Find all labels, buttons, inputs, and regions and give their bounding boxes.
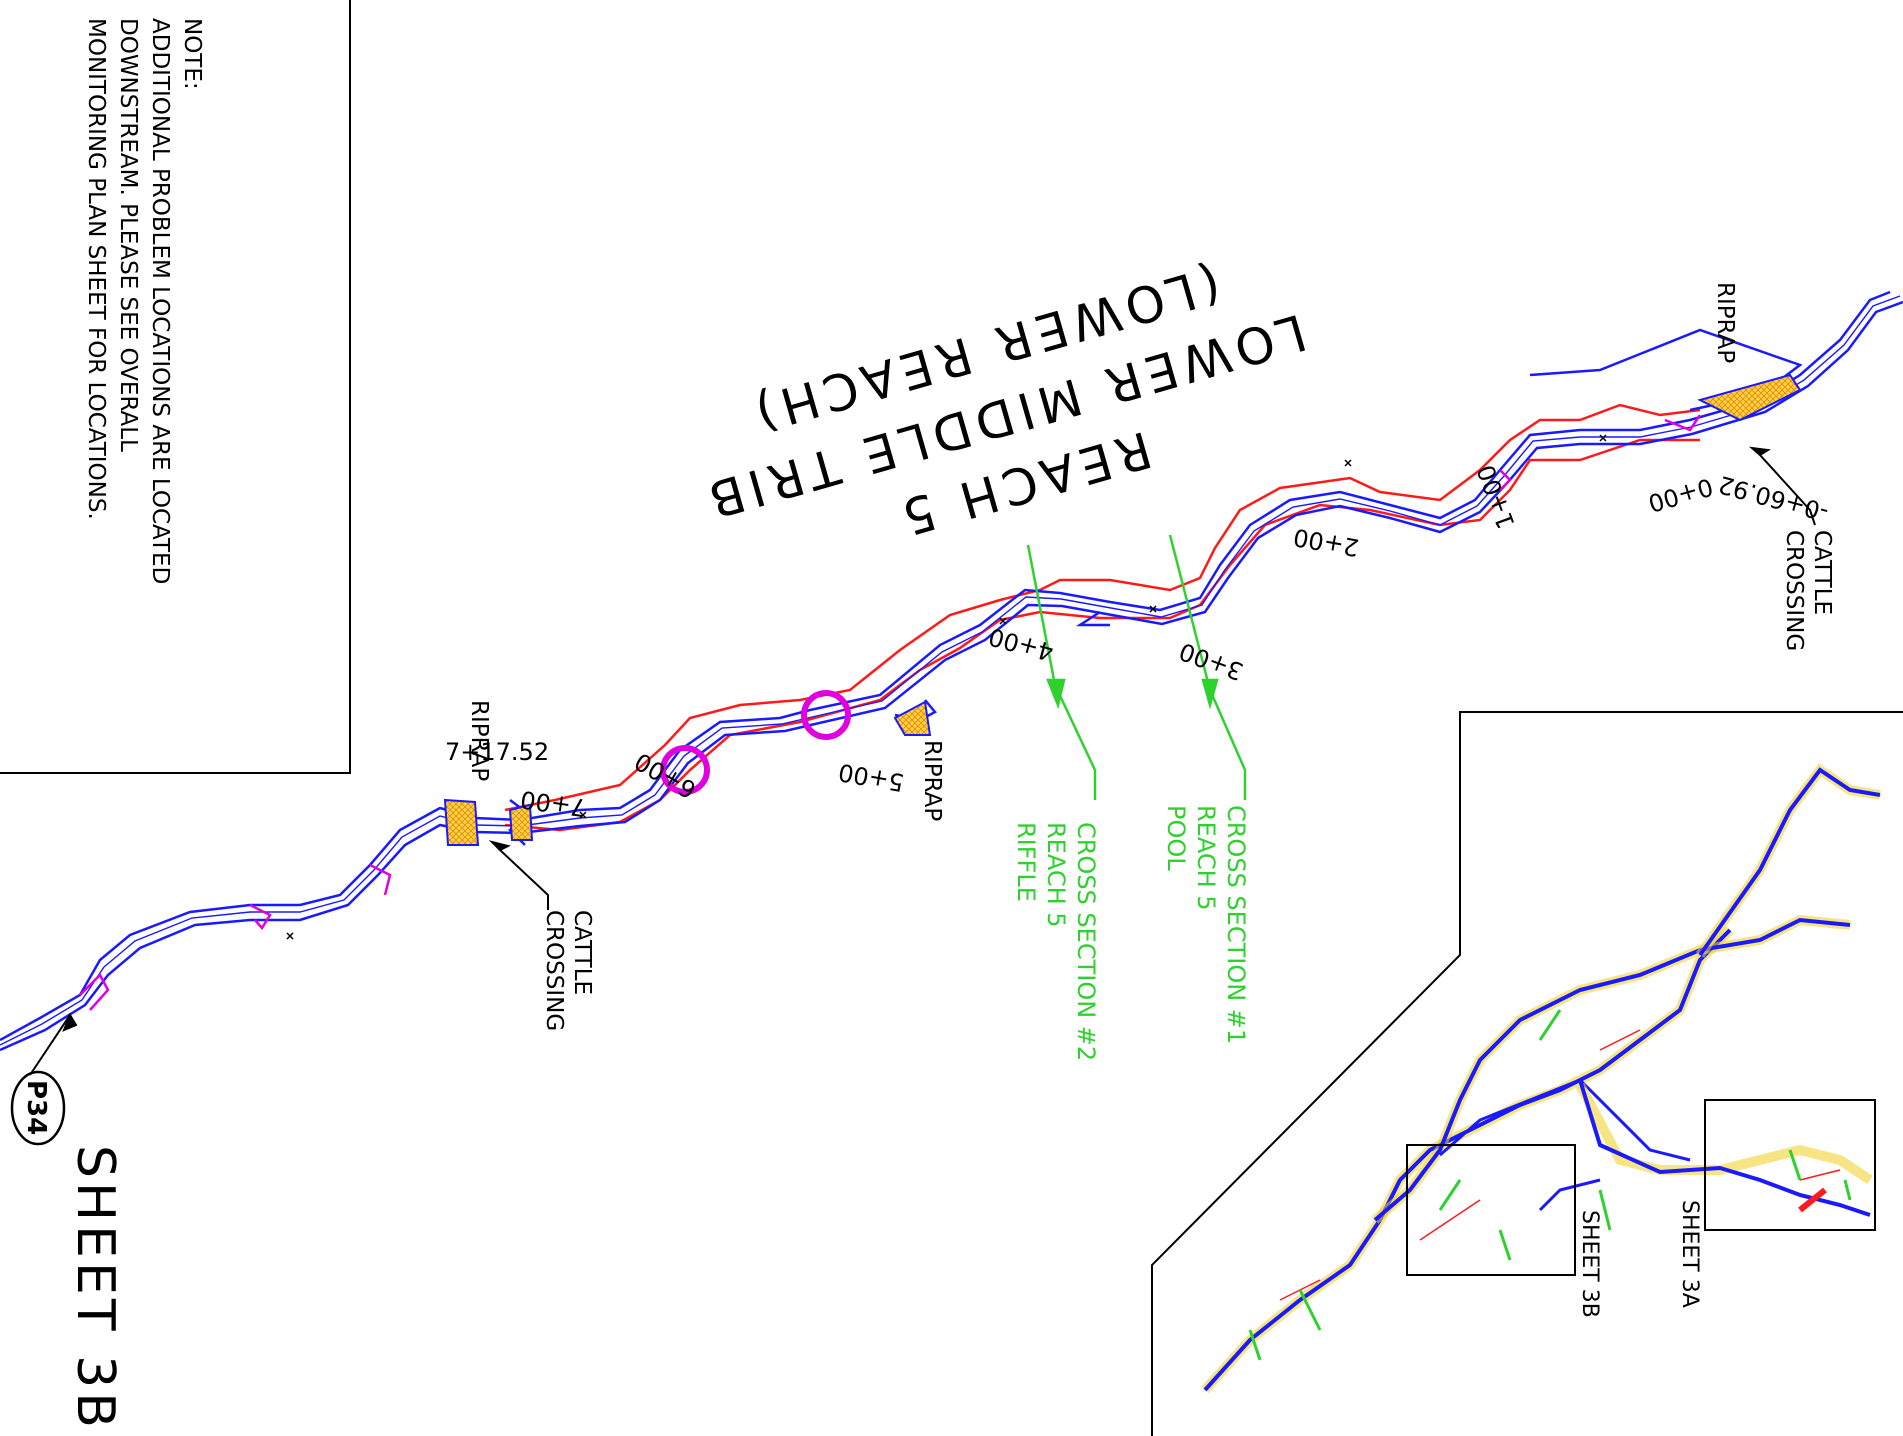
key-map-streams (1201, 763, 1881, 1394)
reach-title: REACH 5 LOWER MIDDLE TRIB (LOWER REACH) (697, 254, 1312, 547)
cattle-crossing-west-line-1: CATTLE (569, 910, 595, 995)
key-map-label-sheet-3b: SHEET 3B (1577, 1210, 1602, 1318)
key-map-box-sheet-3b (1406, 1144, 1576, 1276)
cross-section-1-line (1168, 534, 1247, 800)
key-map-label-sheet-3a: SHEET 3A (1677, 1200, 1702, 1308)
station-0: 0+00 (1645, 472, 1716, 517)
cross-section-1-line-2: REACH 5 (1192, 805, 1220, 911)
note-line-2: ADDITIONAL PROBLEM LOCATIONS ARE LOCATED (147, 18, 173, 584)
cross-section-2-line-1: CROSS SECTION #2 (1072, 822, 1100, 1061)
photo-point-label: P34 (21, 1080, 51, 1135)
key-map-box-sheet-3a (1704, 1099, 1876, 1231)
sheet-title: SHEET 3B (65, 1145, 125, 1432)
riprap-label-mid: RIPRAP (919, 740, 945, 821)
station-4: 4+00 (986, 622, 1057, 666)
cattle-crossing-west-line-2: CROSSING (541, 910, 567, 1031)
cattle-crossing-east-line-2: CROSSING (1781, 530, 1807, 651)
station-end: 7+17.52 (445, 738, 549, 766)
stream-channel (0, 290, 1903, 1052)
key-map-sheet-boxes (1406, 1099, 1876, 1276)
note-line-3: DOWNSTREAM. PLEASE SEE OVERALL (115, 18, 141, 452)
riprap-area-cattle-west (508, 803, 534, 841)
feature-labels: RIPRAP RIPRAP RIPRAP CATTLE CROSSING CAT… (466, 282, 1835, 1031)
note-line-4: MONITORING PLAN SHEET FOR LOCATIONS. (83, 18, 109, 520)
cross-section-2-line (1026, 544, 1097, 800)
riprap-label-east: RIPRAP (1712, 282, 1738, 363)
note-line-1: NOTE: (179, 18, 205, 90)
magenta-details (79, 414, 1702, 1011)
cross-section-1-line-3: POOL (1162, 805, 1190, 871)
station-5: 5+00 (836, 758, 906, 797)
problem-location-circle-1 (660, 745, 710, 795)
cattle-crossing-east-line-1: CATTLE (1809, 530, 1835, 615)
station-2: 2+00 (1291, 523, 1361, 562)
note-box: NOTE: ADDITIONAL PROBLEM LOCATIONS ARE L… (0, 0, 351, 774)
key-map: SHEET 3B SHEET 3A (1151, 711, 1903, 1436)
leader-lines (29, 446, 1816, 1076)
station-start: -0+60.92 (1715, 470, 1831, 526)
riprap-areas (443, 373, 1802, 846)
cross-section-2-line-2: REACH 5 (1042, 822, 1070, 928)
riprap-area-west (443, 798, 480, 846)
station-3: 3+00 (1176, 637, 1248, 686)
problem-location-circle-2 (801, 690, 851, 740)
cross-section-labels: CROSS SECTION #1 REACH 5 POOL CROSS SECT… (1012, 805, 1250, 1061)
cross-section-2-line-3: RIFFLE (1012, 822, 1040, 902)
survey-markers (286, 434, 1607, 940)
station-labels: 0+00 1+00 2+00 3+00 4+00 5+00 6+00 7+00 … (445, 461, 1832, 822)
riprap-area-east (1697, 373, 1802, 422)
riprap-label-west: RIPRAP (466, 700, 492, 781)
cross-section-1-line-1: CROSS SECTION #1 (1222, 805, 1250, 1044)
photo-point-marker: P34 (10, 1070, 66, 1146)
riprap-area-mid (893, 700, 932, 736)
cross-section-lines (1026, 534, 1247, 800)
